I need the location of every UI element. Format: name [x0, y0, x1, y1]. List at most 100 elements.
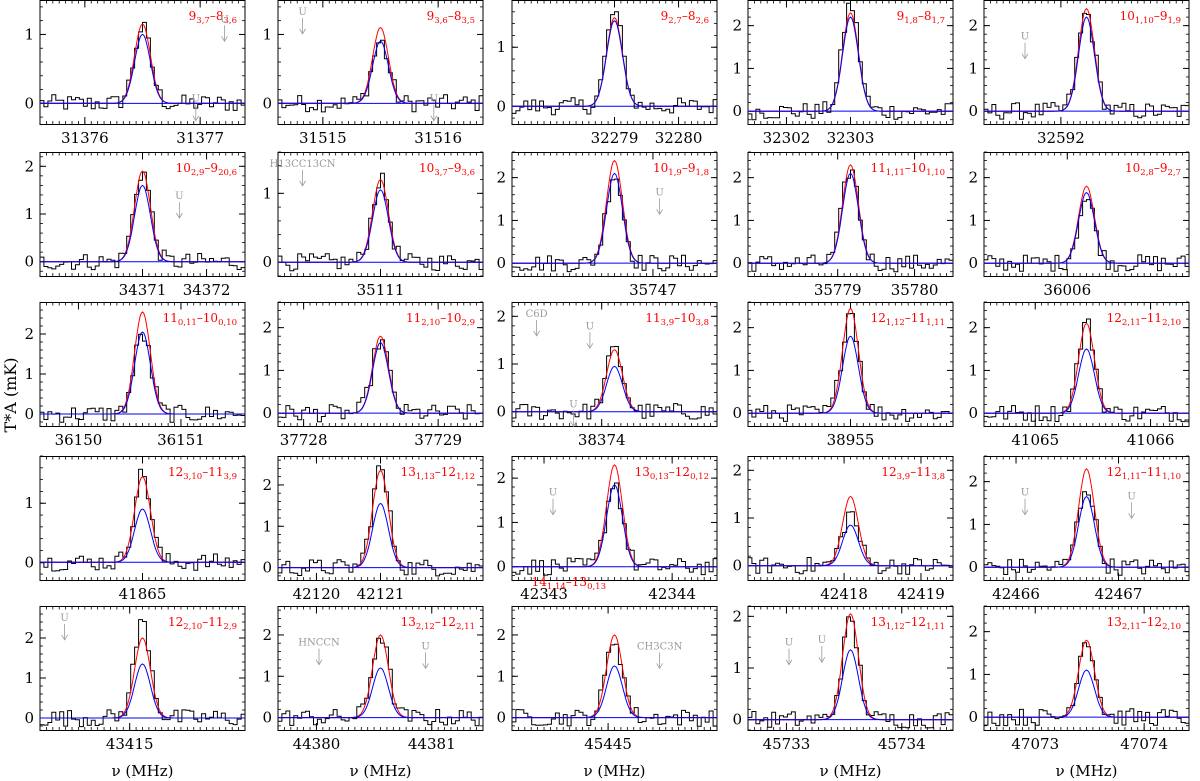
x-tick-label: 44381 [408, 735, 456, 753]
x-tick-label: 42120 [293, 585, 341, 603]
model-red [512, 349, 717, 413]
model-red [748, 164, 953, 264]
observed-spectrum [40, 619, 245, 728]
model-red [512, 17, 717, 107]
model-blue [40, 184, 245, 263]
model-red [512, 464, 717, 568]
y-tick-label: 0 [496, 403, 506, 421]
line-annotation: U [60, 613, 68, 624]
observed-spectrum [512, 482, 717, 576]
model-blue [512, 172, 717, 264]
line-annotation: U [586, 321, 594, 332]
y-tick-label: 0 [968, 558, 978, 576]
model-blue [278, 667, 483, 719]
spectrum-panel: 0 1 32279 32280 92,7–82,6 [496, 0, 718, 147]
model-blue [40, 33, 245, 104]
model-red [748, 613, 953, 721]
y-tick-label: 2 [968, 169, 978, 187]
x-axis-title: ν (MHz) [112, 762, 174, 780]
observed-spectrum [278, 465, 483, 577]
transition-label: 123,10–113,9 [168, 465, 237, 482]
y-tick-label: 2 [968, 473, 978, 491]
observed-spectrum [984, 491, 1189, 576]
model-red [984, 185, 1189, 264]
y-tick-label: 0 [24, 253, 34, 271]
line-annotation: U [1127, 491, 1135, 502]
model-blue [278, 40, 483, 104]
y-tick-label: 0 [732, 557, 742, 575]
y-tick-label: 2 [262, 626, 272, 644]
transition-label: 92,7–82,6 [661, 9, 709, 26]
spectrum-panel: 0 1 2 32592 101,10–91,9 U [968, 0, 1190, 147]
x-tick-label: 34371 [119, 281, 167, 299]
x-tick-label: 32280 [655, 129, 703, 147]
y-tick-label: 0 [968, 404, 978, 422]
model-blue [984, 16, 1189, 112]
x-tick-label: 38955 [827, 431, 875, 449]
model-red [984, 322, 1189, 414]
annotation-arrowhead [1021, 509, 1029, 516]
observed-spectrum [512, 178, 717, 273]
model-red [512, 634, 717, 719]
transition-label: 93,6–83,5 [427, 9, 475, 26]
y-tick-label: 0 [24, 709, 34, 727]
spectrum-panel: 0 1 2 36150 36151 110,11–100,10 [24, 302, 246, 449]
annotation-arrowhead [1128, 513, 1135, 520]
y-tick-label: 2 [732, 607, 742, 625]
transition-label: 91,8–81,7 [897, 9, 945, 26]
annotation-arrowhead [533, 330, 540, 337]
observed-spectrum [512, 11, 717, 116]
y-tick-label: 1 [24, 25, 34, 43]
x-axis-title: ν (MHz) [350, 762, 412, 780]
spectrum-panel: 0 1 2 44380 44381 132,12–122,11 HNCCN Uν (MHz) [262, 606, 484, 780]
x-tick-label: 43415 [106, 735, 154, 753]
y-tick-label: 0 [262, 709, 272, 727]
observed-spectrum [278, 39, 483, 113]
spectrum-panel: 0 1 2 42120 42121 131,13–121,12 [262, 456, 484, 603]
y-tick-label: 2 [968, 17, 978, 35]
spectrum-panel: 0 1 2 35779 35780 111,11–101,10 [732, 151, 954, 299]
y-tick-label: 1 [262, 517, 272, 535]
transition-label: 131,13–121,12 [401, 465, 475, 482]
transition-label: 141,14–130,13 [532, 575, 606, 592]
x-tick-label: 42121 [357, 585, 405, 603]
x-tick-label: 31515 [299, 129, 347, 147]
observed-spectrum [40, 171, 245, 271]
y-tick-label: 1 [24, 365, 34, 383]
y-tick-label: 1 [496, 355, 506, 373]
line-annotation: U [569, 399, 577, 410]
y-tick-label: 1 [732, 361, 742, 379]
x-tick-label: 42418 [820, 585, 868, 603]
y-tick-label: 0 [262, 404, 272, 422]
model-blue [40, 663, 245, 719]
y-tick-label: 0 [732, 404, 742, 422]
y-tick-label: 0 [732, 254, 742, 272]
y-tick-label: 0 [24, 553, 34, 571]
transition-label: 101,10–91,9 [1120, 9, 1181, 26]
x-tick-label: 41065 [1011, 431, 1059, 449]
line-annotation: U [220, 14, 228, 25]
x-tick-label: 37728 [280, 431, 328, 449]
y-tick-label: 1 [262, 25, 272, 43]
x-axis-title: ν (MHz) [1056, 762, 1118, 780]
observed-spectrum [512, 643, 717, 727]
y-tick-label: 1 [262, 361, 272, 379]
x-tick-label: 32592 [1037, 129, 1085, 147]
model-red [984, 7, 1189, 112]
y-tick-label: 2 [732, 319, 742, 337]
annotation-arrowhead [818, 656, 826, 663]
x-tick-label: 35779 [814, 281, 862, 299]
model-blue [512, 484, 717, 568]
y-tick-label: 1 [496, 513, 506, 531]
transition-label: 131,12–121,11 [871, 615, 945, 632]
line-annotation: U [298, 7, 306, 18]
transition-label: 132,12–122,11 [401, 615, 475, 632]
model-blue [984, 348, 1189, 414]
y-tick-label: 0 [262, 253, 272, 271]
model-red [748, 12, 953, 112]
line-annotation: H13CC13CN [270, 159, 336, 170]
model-blue [278, 502, 483, 569]
observed-spectrum [278, 637, 483, 727]
spectrum-panel: 0 1 35111 103,7–93,6 H13CC13CN [262, 151, 484, 299]
observed-spectrum [278, 339, 483, 423]
